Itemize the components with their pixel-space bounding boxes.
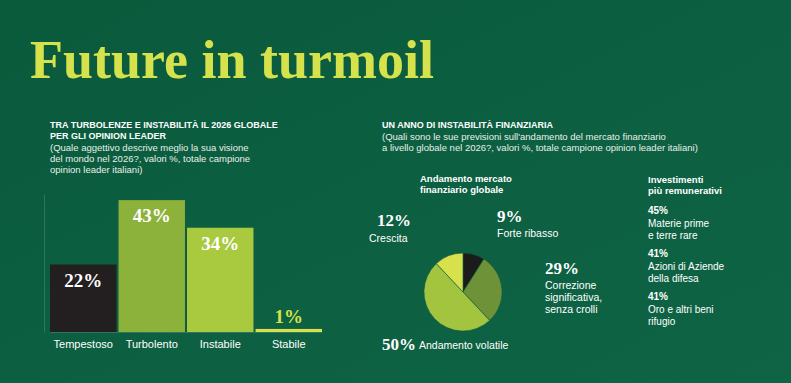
x-tick: Stabile (272, 332, 306, 350)
background (0, 0, 791, 383)
slices (424, 253, 502, 331)
chart-title: TRA TURBOLENZE E INSTABILITÀ IL 2026 GLO… (50, 120, 278, 141)
slice-category: Correzionesignificativa,senza crolli (545, 279, 602, 315)
data-label: 22% (64, 270, 102, 291)
x-tick-label: Instabile (200, 338, 241, 350)
investment-text-line: Azioni di Aziende (648, 261, 725, 272)
investment-text-line: rifugio (648, 316, 676, 327)
slice-category: Crescita (369, 232, 408, 244)
infographic: Future in turmoil TRA TURBOLENZE E INSTAB… (0, 0, 791, 383)
x-axis: Tempestoso Turbolento Instabile Stabile (51, 332, 323, 350)
page-title: Future in turmoil (30, 30, 434, 90)
pie-label: Andamento mercatofinanziario globale (420, 173, 512, 195)
bars (50, 200, 322, 332)
x-tick-label: Stabile (272, 338, 306, 350)
chart-subtitle-line: del mondo nel 2026?, valori %, totale ca… (50, 153, 250, 164)
data-label: 50% (382, 335, 416, 354)
slice-category: Andamento volatile (419, 339, 508, 351)
data-label: 12% (377, 211, 411, 230)
investment-text-line: della difesa (648, 273, 699, 284)
investment-value: 45% (648, 205, 668, 216)
investment-text-line: Materie prime (648, 218, 710, 229)
slice-category-line: Forte ribasso (497, 227, 558, 239)
slice-category-line: Crescita (369, 232, 408, 244)
investments-title: Investimentipiù remunerativi (648, 174, 722, 196)
investments-title-line: Investimenti (648, 174, 703, 185)
investment-text-line: e terre rare (648, 230, 698, 241)
x-tick: Instabile (200, 332, 241, 350)
investment-text-line: Oro e altri beni (648, 304, 714, 315)
chart-title-line: UN ANNO DI INSTABILITÀ FINANZIARIA (382, 120, 553, 130)
data-labels: 22% 43% 34% 1% (64, 205, 303, 327)
x-tick: Turbolento (126, 332, 178, 350)
slice-category-line: Correzione (545, 279, 597, 291)
data-label: 29% (545, 259, 579, 278)
slice (436, 253, 463, 292)
investment-text: Azioni di Aziendedella difesa (648, 261, 725, 284)
bar (256, 329, 322, 332)
data-label: 9% (497, 207, 523, 226)
pie-chart: UN ANNO DI INSTABILITÀ FINANZIARIA(Quali… (369, 120, 698, 354)
chart-subtitle: (Quali sono le sue previsioni sull'andam… (382, 131, 698, 153)
bar-chart: TRA TURBOLENZE E INSTABILITÀ IL 2026 GLO… (45, 120, 323, 350)
bar (50, 265, 116, 332)
chart-subtitle-line: (Quali sono le sue previsioni sull'andam… (382, 131, 666, 142)
chart-subtitle: (Quale aggettivo descrive meglio la sua … (50, 142, 250, 175)
chart-subtitle-line: opinion leader italiani) (50, 164, 142, 175)
chart-title-line: TRA TURBOLENZE E INSTABILITÀ IL 2026 GLO… (50, 120, 278, 130)
pie-label-line: Andamento mercato (420, 173, 512, 184)
investment-text: Oro e altri benirifugio (648, 304, 714, 327)
data-labels: 9%Forte ribasso 29%Correzionesignificativ… (369, 207, 602, 354)
data-label: 1% (275, 306, 304, 327)
data-label: 34% (201, 233, 239, 254)
chart-subtitle-line: a livello globale nel 2026?, valori %, t… (382, 142, 698, 153)
bar (187, 228, 253, 332)
investments: Investimentipiù remunerativi 45% Materie p… (648, 174, 725, 327)
y-axis (44, 195, 45, 333)
pie-label-line: finanziario globale (420, 184, 503, 195)
x-tick: Tempestoso (54, 332, 113, 350)
slice-category-line: senza crolli (545, 303, 598, 315)
chart-subtitle-line: (Quale aggettivo descrive meglio la sua … (50, 142, 249, 153)
investment-text: Materie primee terre rare (648, 218, 710, 241)
slice-category: Forte ribasso (497, 227, 558, 239)
chart-title-line: PER GLI OPINION LEADER (50, 131, 167, 141)
x-tick-label: Tempestoso (54, 338, 113, 350)
slice-category-line: Andamento volatile (419, 339, 508, 351)
chart-title: UN ANNO DI INSTABILITÀ FINANZIARIA (382, 120, 553, 130)
x-tick-label: Turbolento (126, 338, 178, 350)
y-axis-line (44, 195, 45, 333)
bar (119, 200, 185, 332)
investments-title-line: più remunerativi (648, 185, 722, 196)
investment-value: 41% (648, 248, 668, 259)
slice-category-line: significativa, (545, 291, 602, 303)
x-axis-line (51, 332, 323, 333)
data-label: 43% (133, 205, 171, 226)
investment-value: 41% (648, 291, 668, 302)
